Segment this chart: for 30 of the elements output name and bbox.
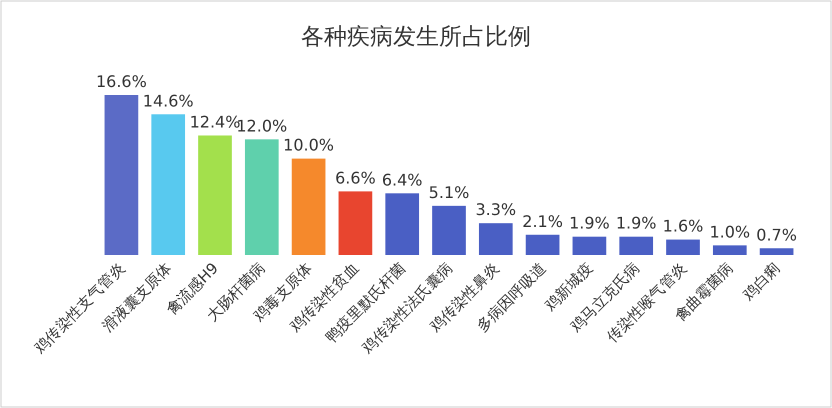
x-tick-label: 鸡白痢: [738, 259, 784, 304]
data-label: 6.6%: [335, 168, 376, 188]
data-label: 3.3%: [475, 200, 516, 220]
bar: [526, 234, 560, 255]
data-label: 2.1%: [522, 212, 563, 231]
data-label: 16.6%: [96, 72, 147, 91]
data-label: 6.4%: [382, 170, 423, 190]
bar: [666, 240, 700, 255]
bar: [198, 135, 232, 255]
bar: [619, 236, 654, 255]
data-label: 1.9%: [616, 214, 657, 233]
bar: [338, 191, 372, 255]
chart-title: 各种疾病发生所占比例: [301, 24, 531, 50]
data-label: 10.0%: [283, 136, 334, 155]
data-label: 0.7%: [756, 225, 797, 244]
bar: [292, 158, 326, 255]
bar: [432, 206, 466, 255]
data-label: 1.9%: [569, 214, 610, 233]
bar: [572, 236, 606, 255]
data-label: 14.6%: [142, 91, 194, 110]
bar: [151, 114, 186, 255]
bar: [104, 95, 138, 255]
bar: [712, 245, 747, 255]
bar: [760, 248, 794, 255]
bar: [478, 223, 513, 255]
bar: [244, 139, 279, 255]
data-label: 1.0%: [709, 222, 750, 242]
bar: [385, 193, 420, 255]
data-label: 5.1%: [428, 182, 470, 202]
data-label: 1.6%: [662, 216, 704, 236]
